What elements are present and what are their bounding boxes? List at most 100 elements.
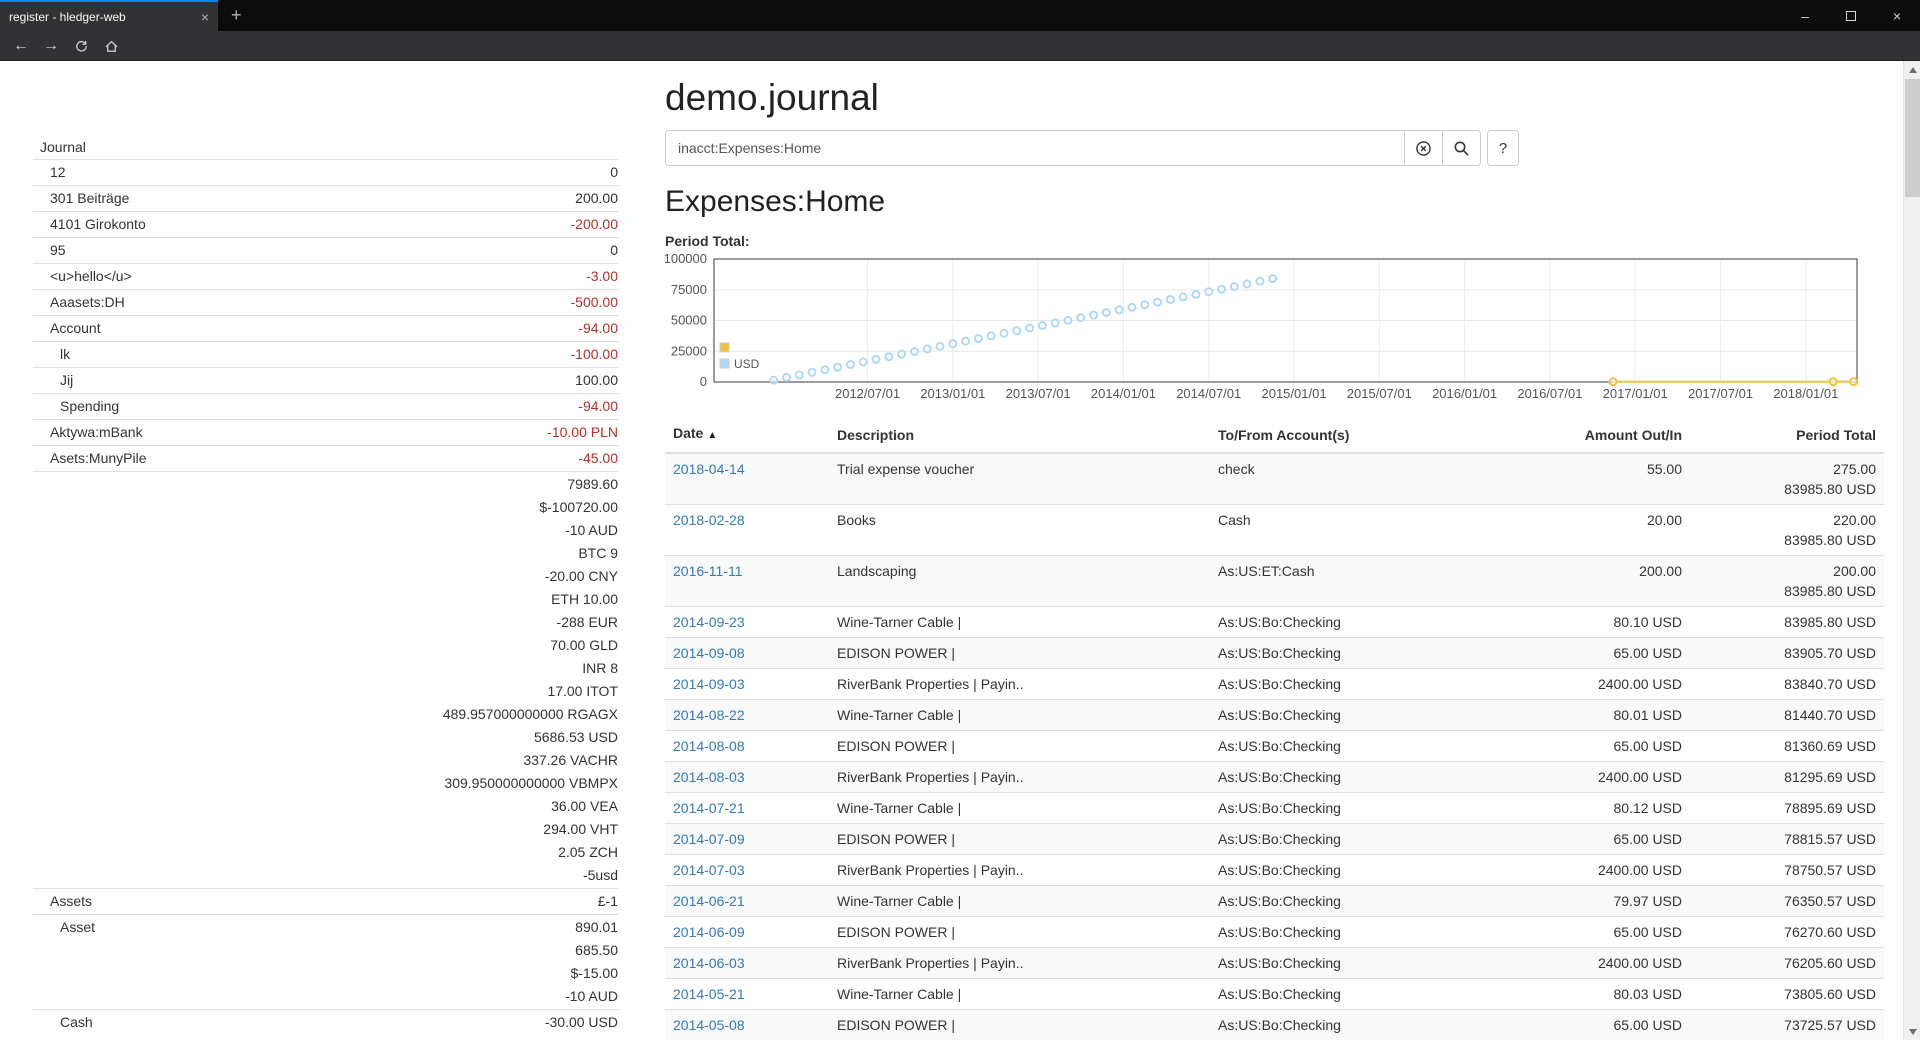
transaction-date-link[interactable]: 2014-06-09 xyxy=(673,924,745,940)
transaction-date-link[interactable]: 2018-02-28 xyxy=(673,512,745,528)
legend-swatch xyxy=(719,342,730,353)
account-name-link[interactable]: Account xyxy=(33,315,264,342)
back-button[interactable]: ← xyxy=(13,37,29,54)
help-button[interactable]: ? xyxy=(1487,130,1519,166)
cell-description: Landscaping xyxy=(829,555,1210,607)
column-amount[interactable]: Amount Out/In xyxy=(1491,417,1690,454)
cell-account: As:US:Bo:Checking xyxy=(1210,823,1491,855)
column-description[interactable]: Description xyxy=(829,417,1210,454)
account-balance: -500.00 xyxy=(263,289,618,316)
journal-link[interactable]: Journal xyxy=(40,139,86,155)
series-point-usd xyxy=(807,367,817,377)
x-tick-label: 2015/01/01 xyxy=(1261,386,1326,401)
account-balance: 200.00 xyxy=(263,185,618,212)
cell-period-total: 81440.70 USD xyxy=(1690,699,1884,731)
account-name-link[interactable]: lk xyxy=(33,341,264,368)
reload-button[interactable] xyxy=(66,31,96,61)
balance-amount: 36.00 VEA xyxy=(551,798,618,814)
transaction-date-link[interactable]: 2014-06-03 xyxy=(673,955,745,971)
series-point xyxy=(1849,377,1859,387)
account-name-link[interactable]: Assets xyxy=(33,888,264,915)
account-name-link[interactable]: <u>hello</u> xyxy=(33,263,264,290)
account-name-link[interactable]: 4101 Girokonto xyxy=(33,211,264,238)
scroll-up-arrow[interactable] xyxy=(1904,61,1920,78)
browser-tab[interactable]: register - hledger-web × xyxy=(0,0,218,31)
cell-description: RiverBank Properties | Payin.. xyxy=(829,668,1210,700)
account-name-link[interactable]: 301 Beiträge xyxy=(33,185,264,212)
account-balance: -100.00 xyxy=(263,341,618,368)
cell-description: Books xyxy=(829,504,1210,556)
home-button[interactable] xyxy=(96,31,126,61)
scrollbar-thumb[interactable] xyxy=(1905,79,1920,197)
scroll-down-arrow[interactable] xyxy=(1904,1023,1920,1040)
transaction-date-link[interactable]: 2018-04-14 xyxy=(673,461,745,477)
cell-description: Wine-Tarner Cable | xyxy=(829,978,1210,1010)
transaction-date-link[interactable]: 2014-09-23 xyxy=(673,614,745,630)
new-tab-button[interactable]: + xyxy=(231,5,242,25)
period-total-chart: 0 25000 50000 75000 100000 2012/07/01 2013/01/… xyxy=(665,251,1859,401)
balance-amount: 70.00 GLD xyxy=(550,637,618,653)
query-input[interactable] xyxy=(665,130,1405,166)
tab-bar: register - hledger-web × + – × xyxy=(0,0,1920,31)
page-scrollbar[interactable] xyxy=(1903,61,1920,1040)
transaction-date-link[interactable]: 2014-08-03 xyxy=(673,769,745,785)
transaction-date-link[interactable]: 2014-07-21 xyxy=(673,800,745,816)
period-total-line: 76350.57 USD xyxy=(1784,893,1876,909)
account-name-link[interactable]: 95 xyxy=(33,237,264,264)
balance-amount: -200.00 xyxy=(570,216,618,232)
scroll-up-icon xyxy=(1908,66,1917,73)
cell-description: Wine-Tarner Cable | xyxy=(829,606,1210,638)
transaction-date-link[interactable]: 2014-06-21 xyxy=(673,893,745,909)
series-point-usd xyxy=(986,331,996,341)
window-minimize-button[interactable]: – xyxy=(1801,7,1809,24)
transaction-date-link[interactable]: 2014-09-03 xyxy=(673,676,745,692)
series-point-usd xyxy=(769,375,779,385)
window-restore-button[interactable] xyxy=(1828,0,1874,31)
column-period-total[interactable]: Period Total xyxy=(1690,417,1884,454)
transaction-date-link[interactable]: 2014-08-08 xyxy=(673,738,745,754)
column-account[interactable]: To/From Account(s) xyxy=(1210,417,1491,454)
clear-query-button[interactable] xyxy=(1404,130,1443,166)
cell-date: 2014-08-03 xyxy=(665,761,829,793)
transaction-date-link[interactable]: 2014-05-21 xyxy=(673,986,745,1002)
account-row: Cash -30.00 USD -117.00 xyxy=(33,1009,618,1040)
window-close-button[interactable]: × xyxy=(1892,7,1902,24)
transaction-date-link[interactable]: 2014-08-22 xyxy=(673,707,745,723)
account-name-link[interactable]: Aaasets:DH xyxy=(33,289,264,316)
account-name-link[interactable]: Asset xyxy=(33,914,264,1010)
tab-close-icon[interactable]: × xyxy=(200,8,209,25)
period-total-line: 78895.69 USD xyxy=(1784,800,1876,816)
cell-date: 2014-06-09 xyxy=(665,916,829,948)
register-row: 2014-06-09 EDISON POWER | As:US:Bo:Checkin… xyxy=(665,916,1884,948)
period-total-line: 78815.57 USD xyxy=(1784,831,1876,847)
column-date[interactable]: Date ▲ xyxy=(665,417,829,454)
balance-amount: $-100720.00 xyxy=(539,499,618,515)
cell-date: 2018-02-28 xyxy=(665,504,829,556)
accounts-sidebar: Journal 12 0 301 Beiträge 200.00 4101 Giroko… xyxy=(33,135,618,1040)
account-balance: -3.00 xyxy=(263,263,618,290)
sort-ascending-icon: ▲ xyxy=(707,430,718,441)
search-submit-button[interactable] xyxy=(1442,130,1481,166)
balance-amount: 337.26 VACHR xyxy=(523,752,618,768)
cell-description: EDISON POWER | xyxy=(829,730,1210,762)
series-point-usd xyxy=(845,360,855,370)
account-name-link[interactable]: Spending xyxy=(33,393,264,420)
series-point-usd xyxy=(782,373,792,383)
series-point xyxy=(1828,377,1838,387)
account-name-link[interactable]: Aktywa:mBank xyxy=(33,419,264,446)
transaction-date-link[interactable]: 2014-07-09 xyxy=(673,831,745,847)
transaction-date-link[interactable]: 2014-07-03 xyxy=(673,862,745,878)
transaction-date-link[interactable]: 2014-09-08 xyxy=(673,645,745,661)
account-row: Asset 890.01 685.50 $-15.00 -10 AUD xyxy=(33,914,618,1010)
account-name-link[interactable]: Asets:MunyPile xyxy=(33,445,264,472)
account-row: <u>hello</u> -3.00 xyxy=(33,263,618,290)
account-name-link[interactable]: 12 xyxy=(33,159,264,186)
forward-button[interactable]: → xyxy=(43,37,59,54)
cell-date: 2014-06-03 xyxy=(665,947,829,979)
transaction-date-link[interactable]: 2014-05-08 xyxy=(673,1017,745,1033)
balance-amount: -117.00 xyxy=(263,1034,618,1040)
series-point-usd xyxy=(1076,313,1086,323)
account-name-link[interactable]: Cash xyxy=(33,1009,264,1040)
transaction-date-link[interactable]: 2016-11-11 xyxy=(673,563,743,579)
account-name-link[interactable]: Jij xyxy=(33,367,264,394)
